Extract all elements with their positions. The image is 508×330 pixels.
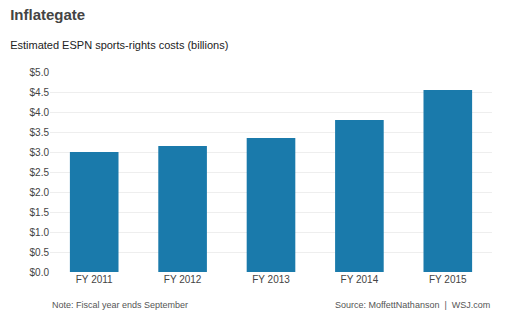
svg-text:$2.0: $2.0 (30, 187, 50, 198)
svg-text:$4.5: $4.5 (30, 87, 50, 98)
svg-text:Note: Fiscal year ends Septemb: Note: Fiscal year ends September (52, 300, 188, 310)
svg-text:$1.5: $1.5 (30, 207, 50, 218)
svg-text:$1.0: $1.0 (30, 227, 50, 238)
svg-text:$2.5: $2.5 (30, 167, 50, 178)
svg-text:$0.5: $0.5 (30, 247, 50, 258)
svg-text:FY 2011: FY 2011 (76, 274, 113, 285)
svg-text:FY 2013: FY 2013 (252, 274, 290, 285)
svg-text:Inflategate: Inflategate (10, 6, 85, 23)
svg-text:$5.0: $5.0 (30, 67, 50, 78)
svg-text:FY 2014: FY 2014 (341, 274, 379, 285)
svg-text:$3.5: $3.5 (30, 127, 50, 138)
svg-text:Source: MoffettNathanson | W: Source: MoffettNathanson | WSJ.com (335, 300, 490, 310)
svg-text:$4.0: $4.0 (30, 107, 50, 118)
svg-text:$0.0: $0.0 (30, 267, 50, 278)
svg-text:Estimated ESPN sports-rights c: Estimated ESPN sports-rights costs (bill… (10, 39, 228, 51)
svg-text:FY 2015: FY 2015 (429, 274, 467, 285)
svg-text:FY 2012: FY 2012 (164, 274, 202, 285)
svg-text:$3.0: $3.0 (30, 147, 50, 158)
